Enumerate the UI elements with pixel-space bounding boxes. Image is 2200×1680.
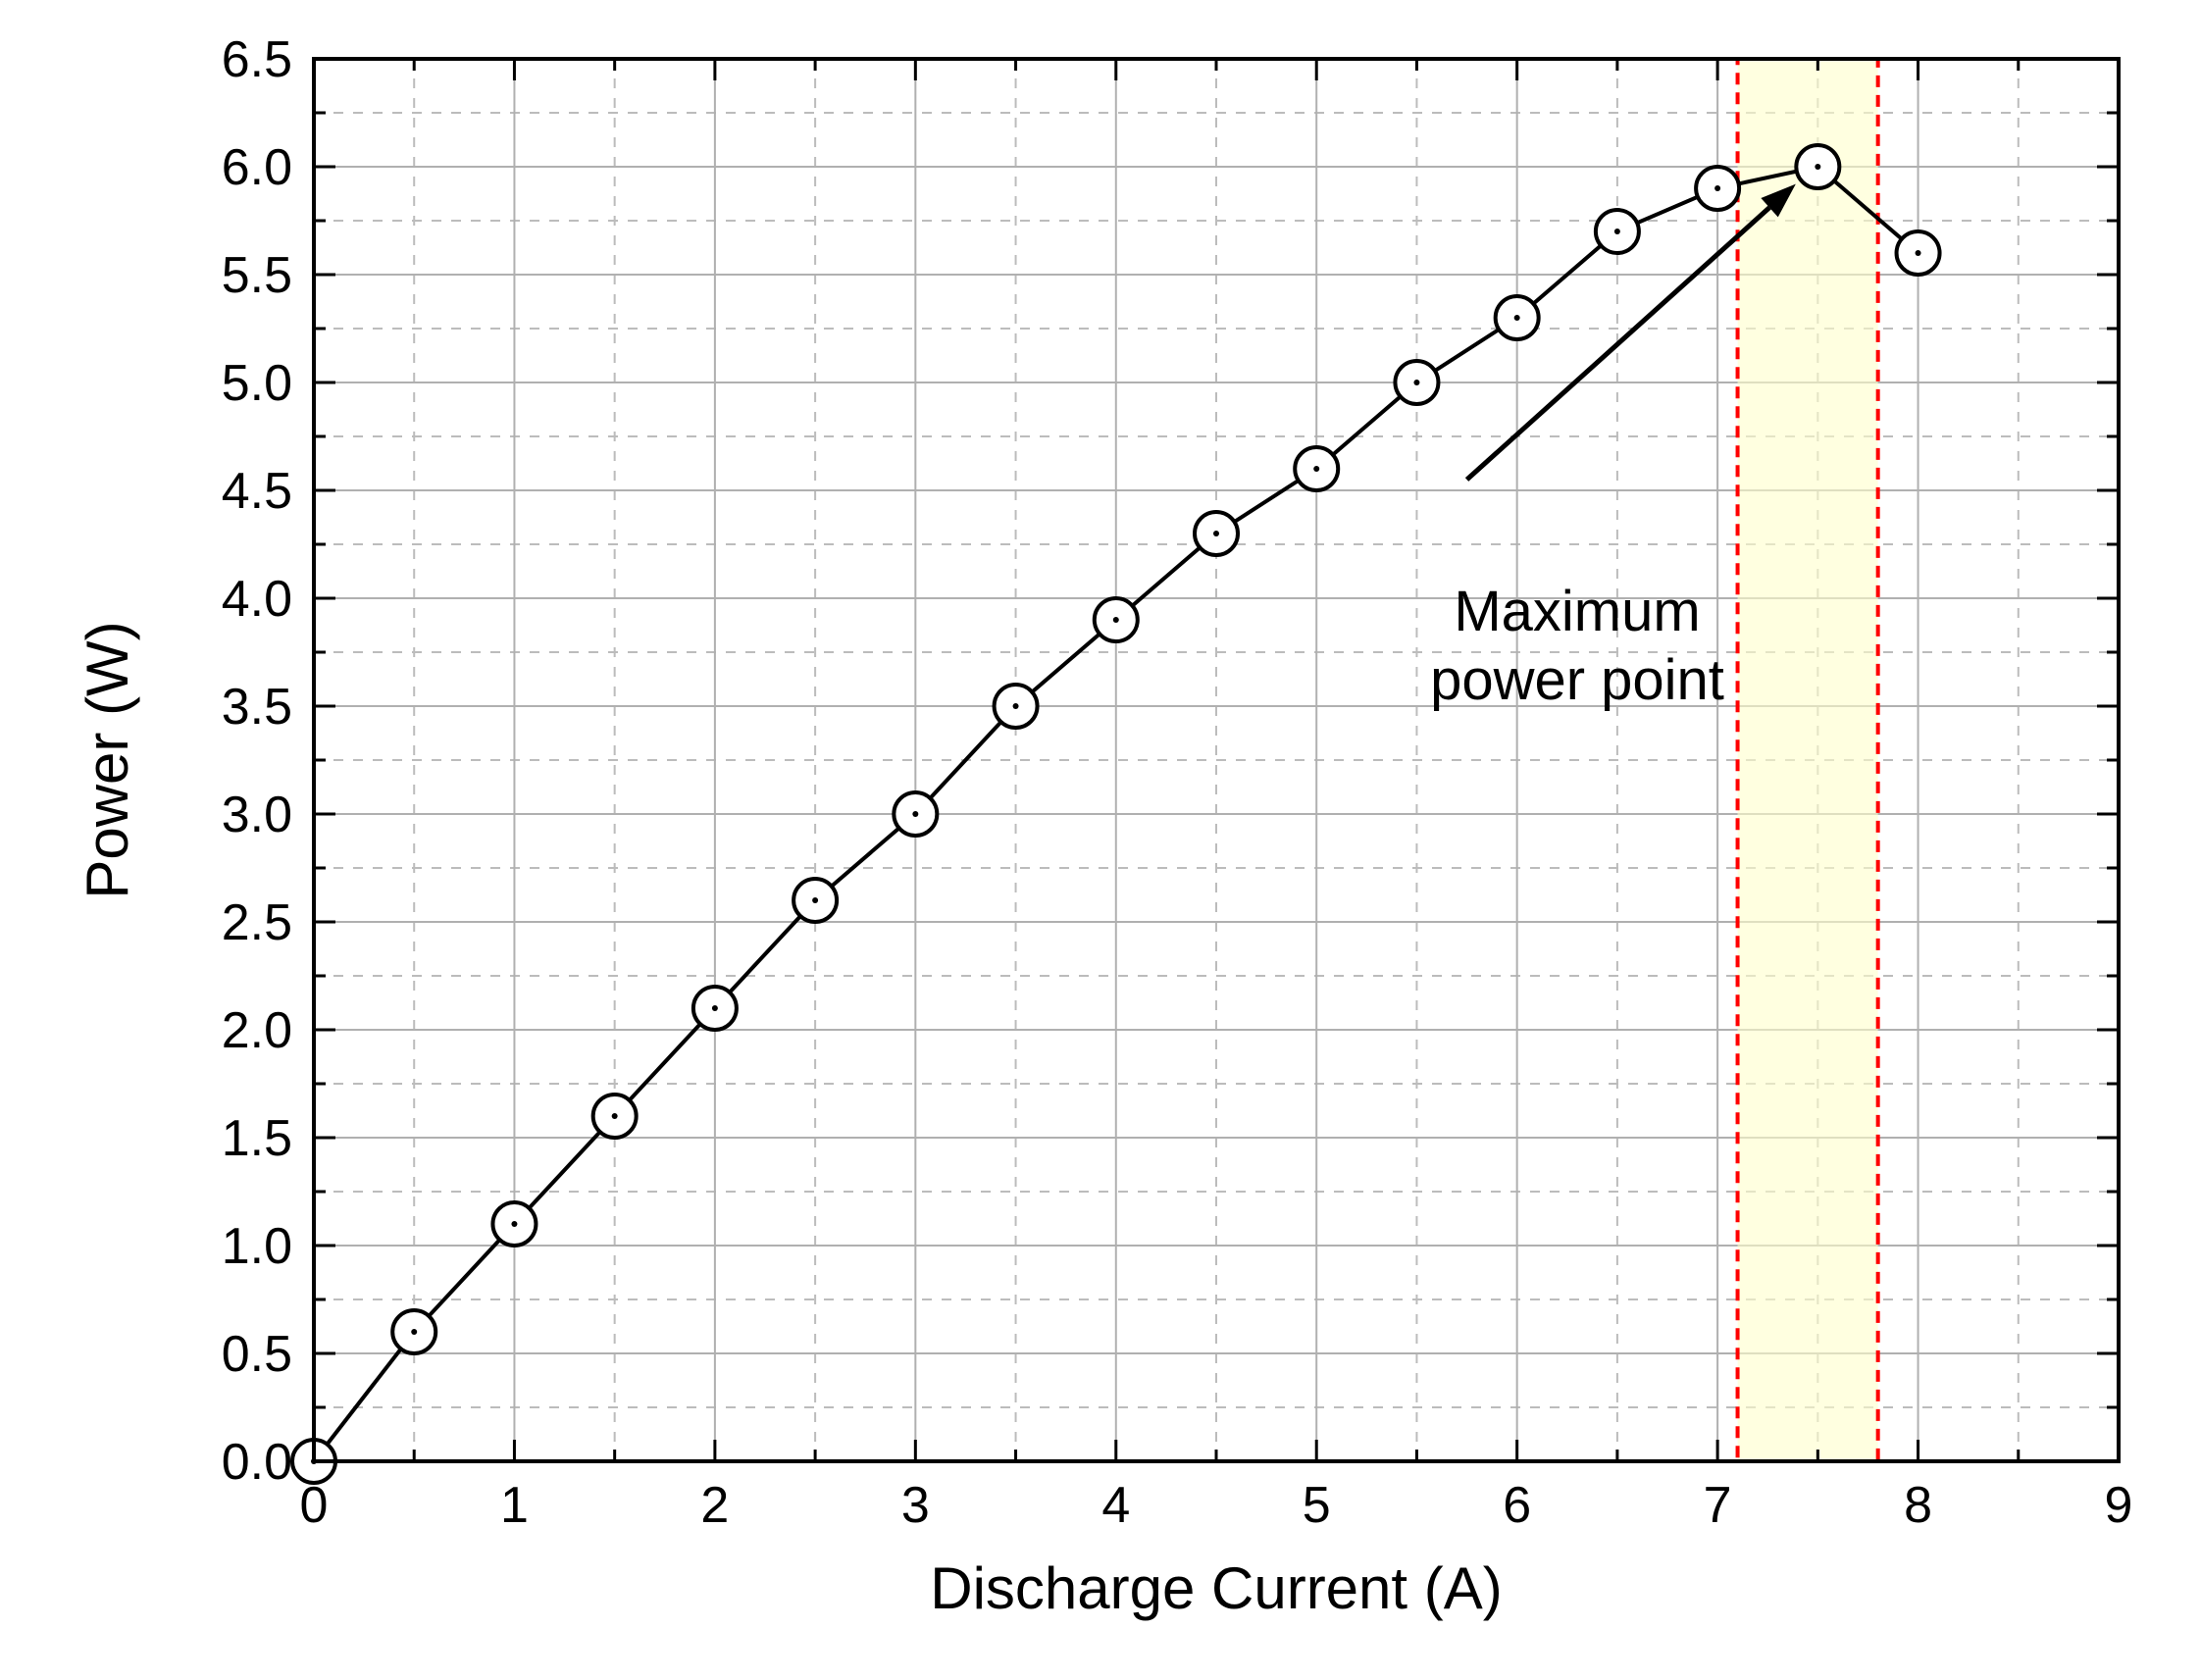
data-marker-dot	[612, 1113, 618, 1119]
y-tick-label: 4.0	[222, 571, 292, 628]
y-tick-label: 1.5	[222, 1110, 292, 1167]
data-marker-dot	[1113, 617, 1119, 623]
x-tick-label: 1	[500, 1477, 529, 1534]
y-tick-label: 4.5	[222, 463, 292, 520]
data-marker-dot	[1514, 315, 1520, 321]
data-marker-dot	[1213, 531, 1219, 536]
x-axis-label: Discharge Current (A)	[930, 1555, 1503, 1621]
y-tick-label: 1.0	[222, 1218, 292, 1275]
highlight-region	[1738, 59, 1878, 1461]
x-tick-label: 4	[1101, 1477, 1130, 1534]
x-tick-label: 7	[1704, 1477, 1732, 1534]
y-tick-label: 0.5	[222, 1326, 292, 1383]
x-tick-label: 2	[700, 1477, 729, 1534]
y-tick-label: 5.0	[222, 355, 292, 412]
data-marker-dot	[1714, 185, 1720, 191]
x-tick-label: 0	[300, 1477, 329, 1534]
x-tick-label: 3	[901, 1477, 930, 1534]
data-marker-dot	[1013, 703, 1019, 709]
data-marker-dot	[712, 1005, 718, 1011]
x-tick-label: 5	[1303, 1477, 1331, 1534]
x-tick-label: 8	[1904, 1477, 1932, 1534]
y-tick-label: 3.5	[222, 679, 292, 736]
y-tick-label: 2.0	[222, 1002, 292, 1059]
data-marker-dot	[1815, 164, 1820, 170]
y-tick-label: 2.5	[222, 894, 292, 951]
data-marker-dot	[1614, 229, 1620, 234]
y-tick-label: 6.5	[222, 31, 292, 88]
x-tick-label: 9	[2105, 1477, 2133, 1534]
y-tick-label: 3.0	[222, 787, 292, 843]
power-vs-discharge-chart: Maximumpower point01234567890.00.51.01.5…	[0, 0, 2200, 1680]
y-tick-label: 6.0	[222, 139, 292, 196]
y-tick-label: 0.0	[222, 1434, 292, 1491]
x-tick-label: 6	[1503, 1477, 1531, 1534]
y-tick-label: 5.5	[222, 247, 292, 304]
data-marker-dot	[912, 811, 918, 817]
data-marker-dot	[511, 1221, 517, 1227]
data-marker-dot	[812, 897, 818, 903]
chart-container: Maximumpower point01234567890.00.51.01.5…	[0, 0, 2200, 1680]
data-marker-dot	[411, 1329, 417, 1335]
data-marker-dot	[1313, 466, 1319, 472]
data-marker-dot	[1916, 250, 1921, 256]
y-axis-label: Power (W)	[75, 621, 140, 898]
data-marker-dot	[1413, 380, 1419, 385]
